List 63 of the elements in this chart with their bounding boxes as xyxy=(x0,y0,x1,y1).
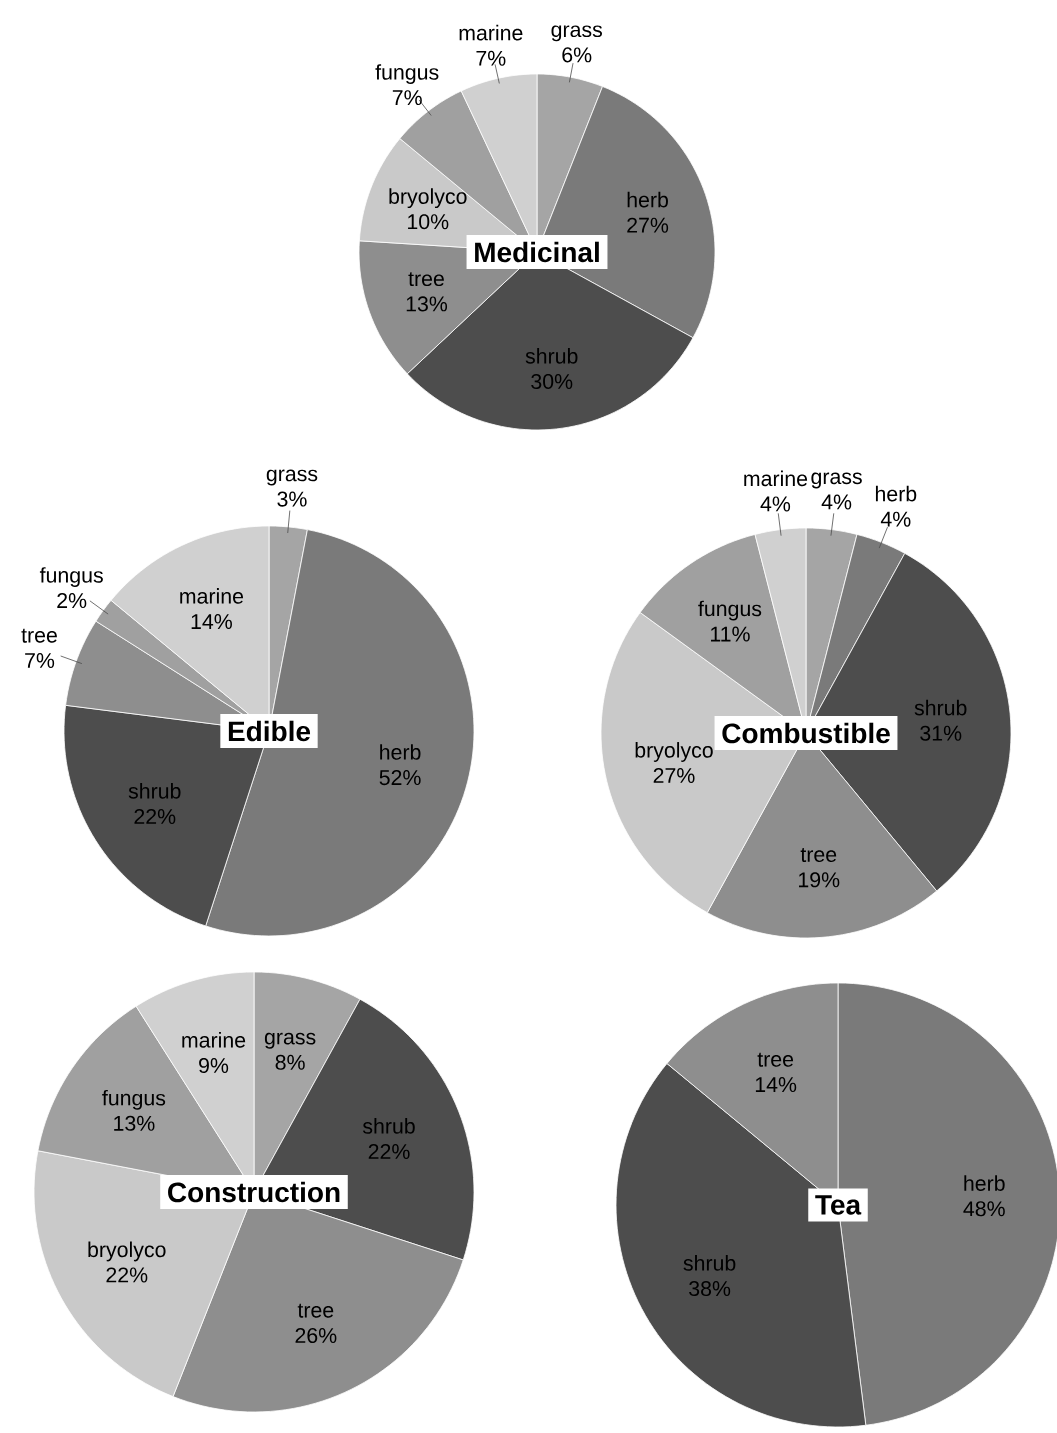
text: Construction xyxy=(168,1181,340,1203)
slice-label: shrub xyxy=(525,348,578,364)
data-label: 10% xyxy=(408,214,449,230)
slice-label: marine xyxy=(182,1032,246,1048)
data-label: 7% xyxy=(392,90,422,106)
data-label: 13% xyxy=(114,1115,155,1131)
data-label: 14% xyxy=(755,1077,797,1093)
slice-label: bryolyco xyxy=(88,1241,166,1262)
slice-label: grass xyxy=(551,25,602,42)
data-label: 19% xyxy=(799,872,840,888)
slice-label: grass xyxy=(266,469,318,486)
slice-label: bryolyco xyxy=(389,188,467,209)
slice-label: shrub xyxy=(683,1255,736,1271)
slice-label: herb xyxy=(380,744,421,760)
data-label: 13% xyxy=(406,296,448,312)
data-label: 22% xyxy=(106,1267,148,1283)
slice-label: herb xyxy=(875,485,917,502)
slice-label: tree xyxy=(297,1303,334,1318)
data-label: 2% xyxy=(57,593,87,609)
slice-label: shrub xyxy=(914,699,967,716)
data-label: 27% xyxy=(653,767,695,783)
slice-label: marine xyxy=(180,588,244,604)
data-label: 26% xyxy=(295,1327,337,1344)
slice-label: bryolyco xyxy=(635,742,713,762)
slice-label: shrub xyxy=(128,783,181,799)
slice-label: tree xyxy=(800,848,837,863)
data-label: 8% xyxy=(275,1054,305,1070)
text: Edible xyxy=(228,720,311,742)
data-label: 7% xyxy=(25,653,55,668)
slice-label: tree xyxy=(408,272,444,287)
data-label: 48% xyxy=(963,1201,1005,1217)
data-label: 6% xyxy=(562,47,592,63)
slice-label: grass xyxy=(264,1032,316,1049)
slice-label: grass xyxy=(811,472,862,489)
data-label: 14% xyxy=(191,614,232,630)
data-label: 27% xyxy=(627,217,669,233)
slice-label: marine xyxy=(744,470,808,487)
data-label: 22% xyxy=(134,808,176,824)
slice-label: marine xyxy=(459,24,523,41)
slice-label: fungus xyxy=(102,1089,166,1110)
slice-label: fungus xyxy=(375,64,439,85)
data-label: 4% xyxy=(760,496,791,512)
text: Medicinal xyxy=(475,241,599,263)
slice-label: tree xyxy=(757,1052,794,1067)
data-label: 7% xyxy=(476,50,506,66)
slice-label: fungus xyxy=(698,600,762,621)
slice-label: tree xyxy=(21,628,57,643)
slice-label: fungus xyxy=(39,567,103,588)
data-label: 11% xyxy=(711,626,750,642)
slice-label: shrub xyxy=(362,1118,415,1134)
data-label: 3% xyxy=(277,491,307,507)
slice-label: herb xyxy=(964,1175,1005,1191)
text: Tea xyxy=(815,1195,862,1215)
data-label: 30% xyxy=(531,373,573,390)
data-label: 9% xyxy=(199,1057,229,1074)
data-label: 52% xyxy=(379,770,421,786)
slice-label: herb xyxy=(627,191,668,208)
data-label: 38% xyxy=(689,1280,731,1297)
data-label: 4% xyxy=(821,494,852,510)
data-label: 31% xyxy=(920,725,962,741)
text: Combustible xyxy=(722,722,890,744)
data-label: 4% xyxy=(880,511,911,527)
data-label: 22% xyxy=(368,1143,410,1159)
